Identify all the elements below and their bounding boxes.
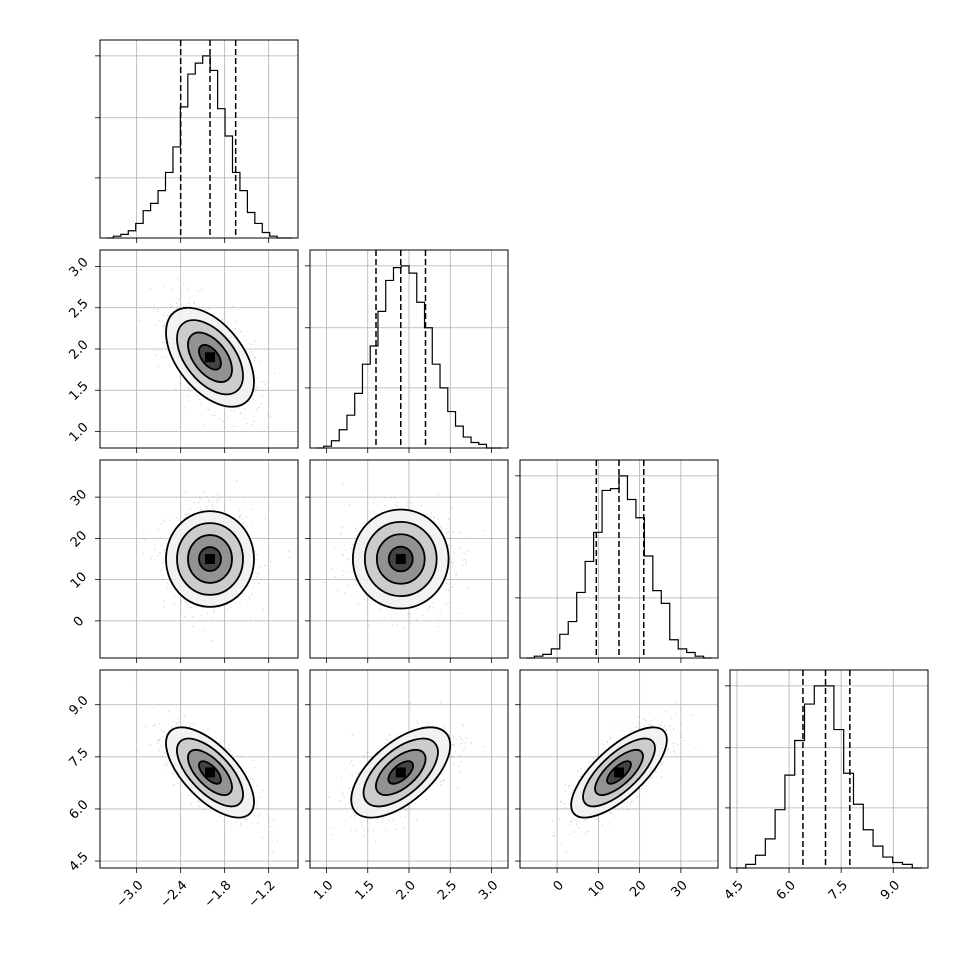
y-tick-label-3-1: 6.0	[66, 797, 91, 822]
panel-3-2: 0 10 20 30	[515, 669, 719, 900]
panel-frame	[309, 669, 509, 869]
histogram-1d	[315, 265, 503, 449]
density-layer	[142, 480, 290, 642]
y-tick-label-2-2: 20	[68, 528, 90, 550]
density-peak	[205, 554, 215, 564]
panel-frame	[519, 459, 719, 659]
y-tick-label-1-4: 3.0	[66, 255, 91, 280]
panel-3-1: 1.0 1.5 2.0 2.5 3.0	[305, 669, 509, 903]
x-tick-label-3-0: 4.5	[722, 878, 747, 903]
x-tick-label-2-1: 10	[586, 878, 608, 900]
density-layer	[328, 701, 484, 843]
x-tick-label-0-3: −1.2	[246, 878, 279, 911]
x-tick-label-1-1: 1.5	[352, 878, 377, 903]
panel-frame	[99, 459, 299, 659]
histogram-1d	[735, 685, 923, 869]
panel-0-0	[95, 39, 299, 243]
panel-background	[100, 40, 298, 238]
histogram-1d	[105, 55, 293, 239]
x-tick-label-1-3: 2.5	[435, 878, 460, 903]
density-peak	[205, 352, 215, 363]
y-tick-label-1-0: 1.0	[66, 420, 91, 445]
density-peak	[205, 767, 215, 778]
panel-2-0: 0 10 20 30	[68, 459, 299, 663]
y-tick-label-3-3: 9.0	[66, 693, 91, 718]
density-layer	[552, 701, 697, 853]
panel-frame	[99, 39, 299, 239]
y-tick-label-1-2: 2.0	[66, 337, 91, 362]
x-tick-label-2-3: 30	[668, 878, 690, 900]
panel-frame	[309, 249, 509, 449]
y-tick-label-2-0: 0	[71, 614, 87, 630]
y-tick-label-3-2: 7.5	[66, 745, 91, 770]
x-tick-label-1-2: 2.0	[394, 878, 419, 903]
panel-1-0: 1.0 1.5 2.0 2.5 3.0	[66, 249, 299, 453]
x-tick-label-3-1: 6.0	[774, 878, 799, 903]
x-tick-label-1-0: 1.0	[311, 878, 336, 903]
panel-3-0: 4.5 6.0 7.5 9.0 −3.0 −2.4 −1.8 −1.2	[66, 669, 299, 911]
x-tick-label-0-1: −2.4	[158, 878, 191, 911]
x-tick-label-3-3: 9.0	[878, 878, 903, 903]
x-tick-label-3-2: 7.5	[826, 878, 851, 903]
x-tick-label-2-0: 0	[551, 878, 567, 894]
density-peak	[395, 554, 406, 564]
y-tick-label-3-0: 4.5	[66, 849, 91, 874]
density-layer	[323, 482, 484, 629]
panel-frame	[309, 459, 509, 659]
panel-frame	[519, 669, 719, 869]
y-tick-label-1-1: 1.5	[66, 379, 91, 404]
x-tick-label-0-0: −3.0	[114, 878, 147, 911]
density-peak	[395, 767, 406, 778]
panel-2-2	[515, 459, 719, 663]
y-tick-label-2-1: 10	[68, 570, 90, 592]
x-tick-label-0-2: −1.8	[202, 878, 235, 911]
scatter-points	[328, 701, 484, 843]
density-layer	[135, 686, 278, 853]
panel-frame	[729, 669, 929, 869]
density-layer	[138, 277, 276, 427]
panel-2-1	[305, 459, 509, 663]
y-tick-label-1-3: 2.5	[66, 296, 91, 321]
y-tick-label-2-3: 30	[68, 487, 90, 509]
panel-frame	[99, 249, 299, 449]
scatter-points	[552, 701, 697, 853]
x-tick-label-2-2: 20	[627, 878, 649, 900]
panel-background	[730, 670, 928, 868]
panel-3-3: 4.5 6.0 7.5 9.0	[722, 669, 929, 903]
panel-1-1	[305, 249, 509, 453]
x-tick-label-1-4: 3.0	[476, 878, 501, 903]
density-peak	[614, 767, 624, 778]
panel-frame	[99, 669, 299, 869]
